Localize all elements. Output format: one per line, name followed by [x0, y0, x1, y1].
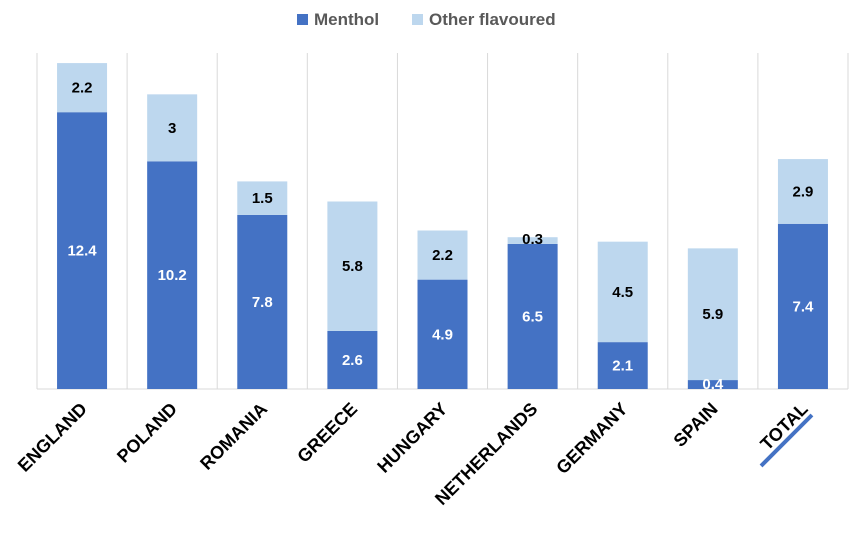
legend: Menthol Other flavoured	[297, 10, 556, 29]
bar-menthol-poland	[147, 161, 198, 389]
data-label-menthol-total: 7.4	[793, 298, 815, 315]
bars	[57, 63, 828, 389]
data-label-other-flavoured-spain: 5.9	[702, 306, 723, 323]
data-label-other-flavoured-greece: 5.8	[342, 258, 363, 275]
data-label-menthol-romania: 7.8	[252, 294, 273, 311]
data-label-other-flavoured-germany: 4.5	[612, 284, 633, 301]
legend-swatch-other-flavoured	[412, 14, 423, 25]
data-label-menthol-germany: 2.1	[612, 358, 633, 375]
bar-other-flavoured-greece	[327, 201, 378, 331]
data-label-menthol-england: 12.4	[67, 243, 97, 260]
data-label-menthol-netherlands: 6.5	[522, 308, 543, 325]
category-labels: ENGLAND POLAND ROMANIA GREECE HUNGARYNETHERL…	[14, 399, 814, 509]
bar-menthol-greece	[327, 330, 378, 389]
bar-menthol-netherlands	[507, 243, 558, 389]
legend-label-other-flavoured: Other flavoured	[429, 10, 556, 29]
bar-menthol-romania	[237, 214, 288, 389]
data-label-other-flavoured-romania: 1.5	[252, 190, 273, 207]
category-label-greece: GREECE	[293, 399, 361, 467]
bar-other-flavoured-romania	[237, 181, 288, 215]
bar-other-flavoured-spain	[687, 248, 738, 381]
data-label-menthol-poland: 10.2	[158, 267, 187, 284]
total-highlight-underline	[759, 413, 814, 468]
data-label-other-flavoured-total: 2.9	[793, 183, 814, 200]
data-label-menthol-hungary: 4.9	[432, 326, 453, 343]
data-label-menthol-spain: 0.4	[702, 376, 724, 393]
legend-label-menthol: Menthol	[314, 10, 379, 29]
category-label-spain: SPAIN	[670, 399, 722, 451]
bar-other-flavoured-poland	[147, 94, 198, 162]
bar-other-flavoured-hungary	[417, 230, 468, 280]
bar-menthol-spain	[687, 380, 738, 389]
bar-other-flavoured-netherlands	[507, 237, 558, 244]
data-label-menthol-greece: 2.6	[342, 352, 363, 369]
bar-other-flavoured-england	[57, 63, 108, 113]
bar-menthol-england	[57, 112, 108, 389]
category-label-total: TOTAL	[756, 399, 811, 454]
data-label-other-flavoured-netherlands: 0.3	[522, 231, 543, 248]
data-label-other-flavoured-poland: 3	[168, 120, 176, 137]
data-labels: 12.4 2.2 10.2 3 7.8 1.5 2.6 5.8 4.9 2.2 6.5 0.3 2.1 4…	[67, 80, 814, 393]
data-label-other-flavoured-hungary: 2.2	[432, 247, 453, 264]
bar-other-flavoured-germany	[597, 241, 648, 343]
category-label-germany: GERMANY	[552, 399, 631, 478]
category-label-romania: ROMANIA	[196, 399, 271, 474]
data-label-other-flavoured-england: 2.2	[72, 80, 93, 97]
bar-menthol-hungary	[417, 279, 468, 389]
bar-other-flavoured-total	[777, 159, 828, 224]
category-label-england: ENGLAND	[14, 399, 91, 476]
category-label-poland: POLAND	[113, 399, 181, 467]
bar-menthol-germany	[597, 342, 648, 389]
category-label-hungary: HUNGARY	[373, 399, 451, 477]
legend-swatch-menthol	[297, 14, 308, 25]
bar-menthol-total	[777, 223, 828, 389]
